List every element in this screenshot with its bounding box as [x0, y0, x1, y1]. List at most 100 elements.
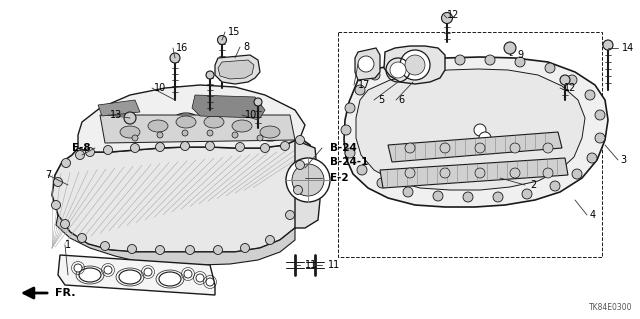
- Circle shape: [51, 201, 61, 210]
- Text: B-24: B-24: [330, 143, 357, 153]
- Circle shape: [266, 235, 275, 244]
- Circle shape: [395, 62, 405, 72]
- Circle shape: [296, 136, 305, 145]
- Circle shape: [186, 246, 195, 255]
- Circle shape: [485, 55, 495, 65]
- Ellipse shape: [176, 116, 196, 128]
- Text: 17: 17: [358, 80, 371, 90]
- Text: 14: 14: [622, 43, 634, 53]
- Circle shape: [550, 181, 560, 191]
- Polygon shape: [388, 132, 562, 162]
- Ellipse shape: [120, 126, 140, 138]
- Text: 4: 4: [590, 210, 596, 220]
- Ellipse shape: [144, 117, 172, 135]
- Circle shape: [545, 63, 555, 73]
- Circle shape: [182, 130, 188, 136]
- Text: 13: 13: [110, 110, 122, 120]
- Circle shape: [207, 130, 213, 136]
- Text: 5: 5: [378, 95, 384, 105]
- Circle shape: [74, 264, 82, 272]
- Text: 11: 11: [305, 260, 317, 270]
- Circle shape: [567, 75, 577, 85]
- Circle shape: [296, 160, 305, 169]
- Circle shape: [515, 57, 525, 67]
- Circle shape: [206, 278, 214, 286]
- Circle shape: [543, 168, 553, 178]
- Circle shape: [61, 159, 70, 167]
- Ellipse shape: [256, 123, 284, 141]
- Circle shape: [474, 124, 486, 136]
- Polygon shape: [356, 69, 585, 190]
- Polygon shape: [100, 115, 295, 143]
- Circle shape: [603, 40, 613, 50]
- Ellipse shape: [232, 120, 252, 132]
- Circle shape: [400, 50, 430, 80]
- Circle shape: [522, 189, 532, 199]
- Circle shape: [504, 42, 516, 54]
- Text: 2: 2: [530, 180, 536, 190]
- Circle shape: [180, 142, 189, 151]
- Polygon shape: [380, 158, 568, 188]
- Circle shape: [124, 112, 136, 124]
- Circle shape: [184, 270, 192, 278]
- Ellipse shape: [204, 116, 224, 128]
- Circle shape: [560, 75, 570, 85]
- Circle shape: [54, 177, 63, 187]
- Circle shape: [463, 192, 473, 202]
- Circle shape: [510, 168, 520, 178]
- Text: 6: 6: [398, 95, 404, 105]
- Text: E-2: E-2: [330, 173, 349, 183]
- Circle shape: [156, 143, 164, 152]
- Text: 7: 7: [45, 170, 51, 180]
- Circle shape: [241, 243, 250, 253]
- Polygon shape: [58, 255, 215, 295]
- Polygon shape: [56, 215, 295, 265]
- Ellipse shape: [172, 113, 200, 131]
- Circle shape: [205, 142, 214, 151]
- Circle shape: [455, 55, 465, 65]
- Circle shape: [493, 192, 503, 202]
- Circle shape: [76, 151, 84, 160]
- Circle shape: [440, 143, 450, 153]
- Circle shape: [585, 90, 595, 100]
- Text: 15: 15: [228, 27, 241, 37]
- Circle shape: [425, 57, 435, 67]
- Circle shape: [479, 132, 491, 144]
- Circle shape: [341, 125, 351, 135]
- Circle shape: [440, 168, 450, 178]
- Circle shape: [405, 55, 425, 75]
- Text: B-24-1: B-24-1: [330, 157, 369, 167]
- Circle shape: [357, 165, 367, 175]
- Circle shape: [595, 110, 605, 120]
- Circle shape: [254, 98, 262, 106]
- Polygon shape: [98, 100, 140, 116]
- Ellipse shape: [159, 272, 181, 286]
- Circle shape: [285, 211, 294, 219]
- Polygon shape: [384, 46, 445, 84]
- Circle shape: [405, 143, 415, 153]
- Polygon shape: [355, 48, 380, 80]
- Circle shape: [355, 85, 365, 95]
- Circle shape: [144, 268, 152, 276]
- Text: 12: 12: [564, 83, 577, 93]
- Polygon shape: [218, 60, 254, 79]
- Text: E-8: E-8: [72, 143, 91, 153]
- Text: 11: 11: [328, 260, 340, 270]
- Circle shape: [286, 158, 330, 202]
- Polygon shape: [215, 55, 260, 84]
- Circle shape: [232, 132, 238, 138]
- Text: 10: 10: [245, 110, 257, 120]
- Circle shape: [206, 71, 214, 79]
- Polygon shape: [295, 140, 320, 228]
- Circle shape: [345, 148, 355, 158]
- Circle shape: [475, 168, 485, 178]
- Circle shape: [131, 144, 140, 152]
- Circle shape: [572, 169, 582, 179]
- Circle shape: [294, 186, 303, 195]
- Text: FR.: FR.: [55, 288, 76, 298]
- Text: 9: 9: [517, 50, 523, 60]
- Circle shape: [377, 178, 387, 188]
- Text: 16: 16: [176, 43, 188, 53]
- Ellipse shape: [228, 117, 256, 135]
- Circle shape: [442, 12, 452, 24]
